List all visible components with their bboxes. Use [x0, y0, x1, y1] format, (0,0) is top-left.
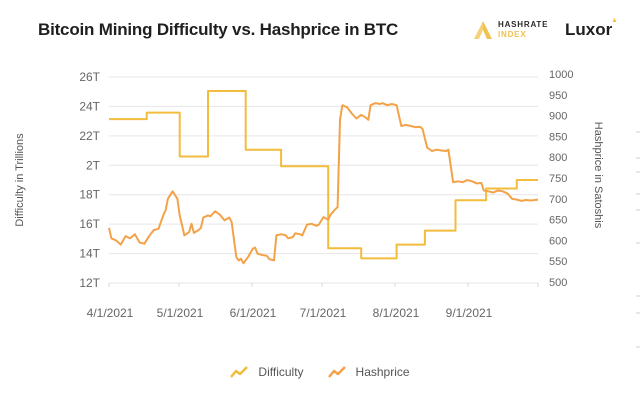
luxor-logo-icon: ▲ [611, 17, 618, 24]
x-tick-label: 5/1/2021 [157, 306, 204, 320]
y-left-tick-label: 16T [79, 217, 100, 231]
legend-item-difficulty[interactable]: Difficulty [230, 365, 304, 379]
y-left-tick-label: 22T [79, 129, 100, 143]
y-right-tick-label: 950 [549, 90, 567, 102]
hashrate-index-logo-icon [474, 21, 492, 39]
y-left-tick-label: 14T [79, 247, 100, 261]
luxor-logo-text: Luxor [565, 20, 613, 39]
series-line-hashprice[interactable] [108, 102, 539, 265]
y-right-tick-label: 500 [549, 277, 567, 289]
y-right-tick-label: 700 [549, 194, 567, 206]
legend-label-hashprice: Hashprice [355, 365, 410, 379]
y-left-tick-label: 12T [79, 276, 100, 290]
y-left-tick-label: 26T [79, 70, 100, 84]
y-right-tick-label: 800 [549, 152, 567, 164]
legend-label-difficulty: Difficulty [258, 365, 304, 379]
chart-title: Bitcoin Mining Difficulty vs. Hashprice … [38, 20, 399, 39]
y-right-tick-label: 900 [549, 111, 567, 123]
y-right-tick-label: 650 [549, 215, 567, 227]
x-tick-label: 9/1/2021 [446, 306, 493, 320]
x-tick-label: 8/1/2021 [373, 306, 420, 320]
hashrate-logo-line2: INDEX [498, 30, 527, 39]
y-left-tick-label: 18T [79, 188, 100, 202]
y-right-tick-label: 550 [549, 256, 567, 268]
series-line-difficulty[interactable] [109, 90, 538, 260]
y-right-tick-label: 1000 [549, 69, 573, 81]
y-left-tick-label: 2T [86, 158, 101, 172]
x-tick-label: 7/1/2021 [300, 306, 347, 320]
legend-item-hashprice[interactable]: Hashprice [327, 365, 410, 379]
y-left-tick-label: 24T [79, 99, 100, 113]
hashrate-logo-line1: HASHRATE [498, 20, 549, 29]
y-right-tick-label: 850 [549, 131, 567, 143]
y-right-tick-label: 600 [549, 235, 567, 247]
y-right-tick-label: 750 [549, 173, 567, 185]
chart-legend: Difficulty Hashprice [0, 365, 640, 379]
x-tick-label: 6/1/2021 [230, 306, 277, 320]
luxor-logo: Luxor ▲ [565, 17, 618, 40]
line-chart-icon [230, 366, 249, 378]
x-tick-label: 4/1/2021 [87, 306, 134, 320]
hashrate-index-logo: HASHRATE INDEX [473, 20, 548, 40]
line-chart-icon [327, 366, 346, 378]
